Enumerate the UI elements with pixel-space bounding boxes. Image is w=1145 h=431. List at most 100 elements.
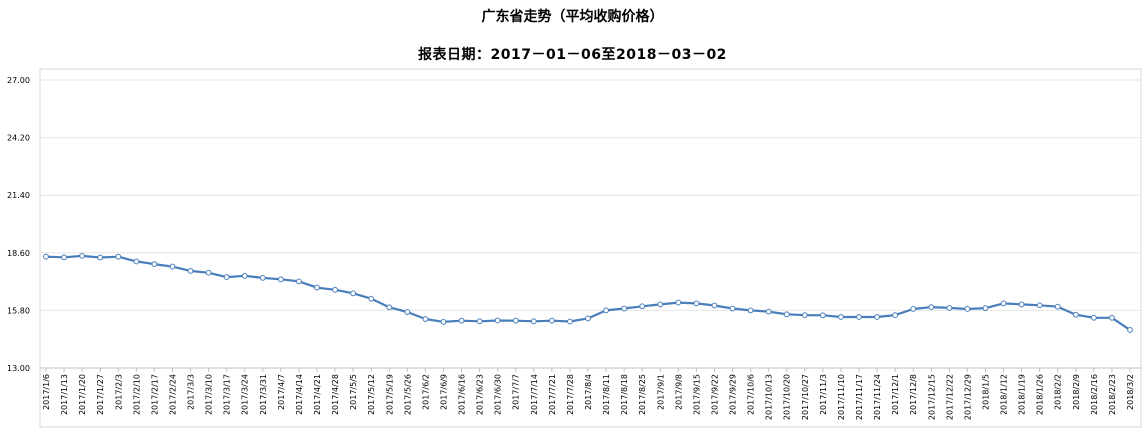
x-tick-label: 2017/7/14: [530, 374, 539, 415]
data-point: [838, 314, 844, 320]
data-point: [151, 261, 158, 268]
data-point: [982, 305, 989, 312]
x-tick-label: 2017/11/17: [855, 374, 864, 420]
x-tick-label: 2017/8/18: [620, 374, 629, 415]
data-point: [530, 318, 537, 325]
data-point: [61, 254, 67, 261]
gridlines: [40, 79, 1141, 369]
x-tick-label: 2017/11/3: [819, 374, 828, 415]
data-point: [729, 305, 736, 312]
data-point: [205, 269, 212, 276]
data-point: [711, 302, 718, 309]
x-tick-label: 2017/7/7: [512, 374, 521, 410]
x-tick-label: 2017/9/15: [692, 374, 701, 415]
x-tick-label: 2017/10/20: [783, 374, 792, 420]
x-tick-label: 2017/6/9: [439, 374, 448, 410]
chart-title: 广东省走势（平均收购价格）: [481, 9, 664, 25]
data-point: [621, 305, 628, 312]
data-point: [585, 315, 591, 322]
y-tick-label: 21.40: [7, 191, 30, 200]
data-point: [548, 317, 555, 324]
data-point: [693, 300, 700, 307]
y-tick-label: 15.80: [7, 306, 30, 315]
plot-frame: [39, 68, 1142, 428]
y-axis-ticks: 13.00 15.80 18.60 21.40 24.20 27.00: [7, 76, 30, 373]
x-tick-label: 2017/1/6: [42, 374, 51, 410]
x-tick-label: 2017/5/12: [367, 374, 376, 415]
data-point: [350, 290, 357, 297]
data-point: [675, 299, 682, 306]
data-point: [115, 253, 122, 260]
data-point: [458, 317, 465, 324]
x-tick-label: 2017/8/4: [584, 374, 593, 410]
data-point: [910, 306, 917, 312]
x-tick-label: 2017/9/22: [710, 374, 719, 415]
data-point: [928, 304, 935, 311]
x-tick-label: 2017/10/6: [747, 374, 756, 415]
series-group: [43, 252, 1133, 333]
data-point: [946, 305, 953, 311]
x-tick-label: 2017/10/27: [801, 374, 810, 420]
x-tick-label: 2018/2/23: [1108, 374, 1117, 415]
x-tick-label: 2017/7/21: [548, 374, 557, 415]
data-point: [440, 319, 447, 325]
data-point: [259, 274, 266, 281]
x-tick-label: 2017/7/28: [566, 374, 575, 415]
data-point: [404, 309, 411, 315]
x-tick-label: 2017/1/27: [96, 374, 105, 415]
x-tick-label: 2017/10/13: [765, 374, 774, 420]
x-tick-label: 2017/12/22: [945, 374, 954, 420]
x-tick-label: 2017/5/26: [403, 374, 412, 415]
data-point: [1018, 301, 1025, 308]
data-point: [639, 303, 646, 310]
data-point: [819, 312, 826, 319]
data-point: [603, 307, 609, 314]
x-tick-label: 2017/4/7: [277, 374, 286, 410]
data-point: [765, 308, 772, 315]
data-point: [332, 286, 338, 293]
x-tick-label: 2017/12/15: [927, 374, 936, 420]
x-tick-label: 2017/12/29: [963, 374, 972, 420]
data-point: [187, 268, 194, 274]
data-point: [314, 284, 320, 291]
x-tick-label: 2017/6/23: [476, 374, 485, 415]
x-axis-ticks: 2017/1/6 2017/1/13 2017/1/20 2017/1/27 2017/…: [42, 368, 1135, 420]
data-point: [1000, 300, 1007, 307]
x-tick-label: 2017/3/3: [187, 374, 196, 410]
data-point: [133, 258, 140, 265]
x-tick-label: 2018/1/19: [1018, 374, 1027, 415]
chart-subtitle: 报表日期：2017－01－06至2018－03－02: [418, 47, 727, 63]
x-tick-label: 2017/5/19: [385, 374, 394, 415]
x-tick-label: 2017/11/10: [837, 374, 846, 420]
data-point: [476, 318, 483, 325]
data-point: [1036, 302, 1043, 309]
x-tick-label: 2017/4/21: [313, 374, 322, 415]
x-tick-label: 2017/3/31: [259, 374, 268, 415]
data-point: [657, 301, 664, 308]
x-tick-label: 2018/2/9: [1072, 374, 1081, 410]
data-point: [783, 311, 790, 318]
data-point: [97, 254, 104, 261]
data-point: [892, 312, 899, 319]
x-tick-label: 2018/2/2: [1054, 374, 1063, 410]
x-tick-label: 2017/11/24: [873, 374, 882, 420]
data-point: [512, 317, 519, 324]
x-tick-label: 2018/1/26: [1036, 374, 1045, 415]
data-point: [856, 314, 862, 320]
data-point: [241, 272, 248, 279]
x-tick-label: 2017/8/25: [638, 374, 647, 415]
x-tick-label: 2017/9/8: [674, 374, 683, 410]
data-point: [874, 314, 880, 320]
data-point: [964, 306, 971, 312]
x-tick-label: 2017/12/8: [909, 374, 918, 415]
data-point: [386, 304, 393, 311]
x-tick-label: 2017/8/11: [602, 374, 611, 415]
data-point: [801, 312, 808, 319]
x-tick-label: 2017/3/24: [241, 374, 250, 415]
data-point: [1109, 314, 1115, 321]
data-point: [1127, 327, 1133, 333]
data-point: [43, 253, 49, 260]
x-tick-label: 2018/3/2: [1126, 374, 1135, 410]
x-tick-label: 2017/3/10: [205, 374, 214, 415]
